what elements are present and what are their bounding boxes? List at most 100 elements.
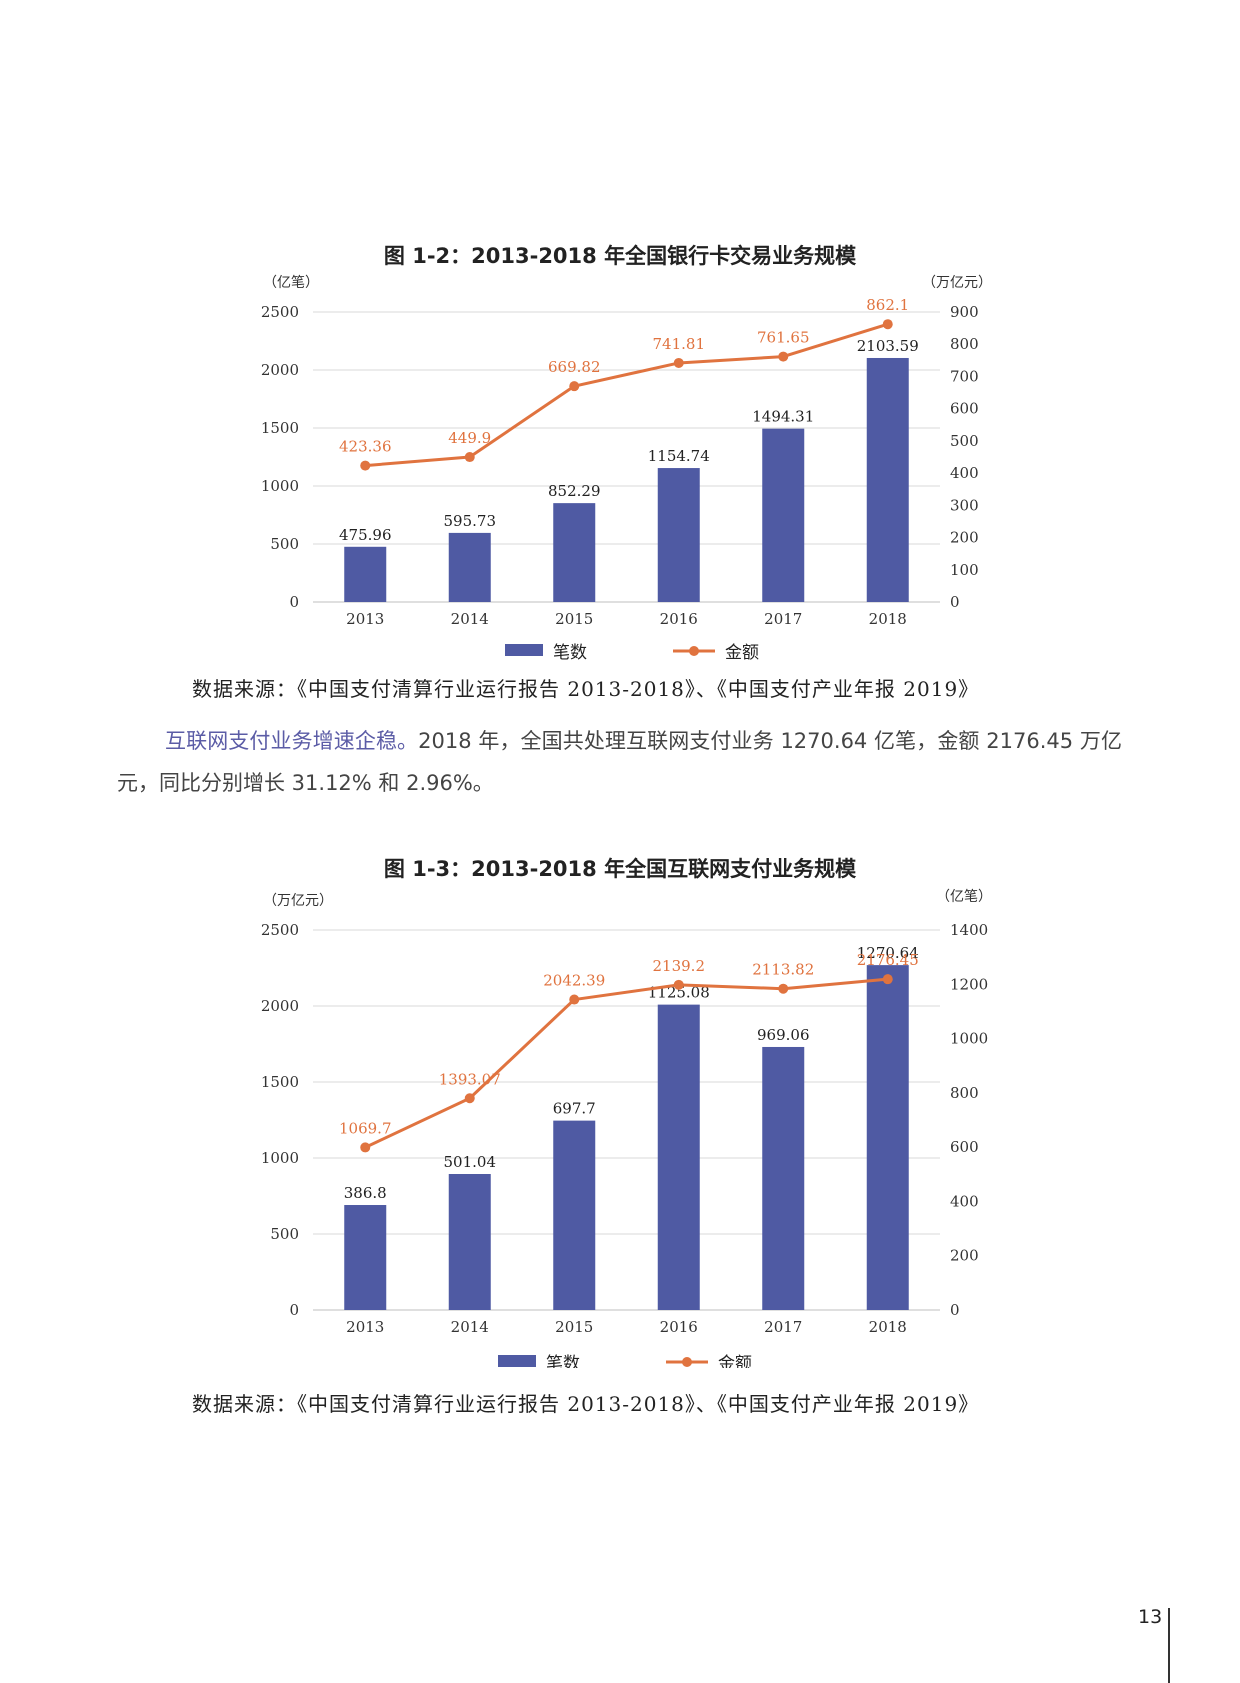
legend-line-marker: [689, 646, 699, 656]
y-left-tick: 2500: [261, 921, 299, 939]
legend-bar-swatch: [498, 1355, 536, 1367]
line-point: [360, 460, 371, 471]
bar: [866, 357, 909, 602]
internet-payment-chart: 0 500 1000 1500 2000 2500 0 200 400 600 800 1000 120…: [261, 889, 992, 1368]
y-left-tick: 1500: [261, 1073, 299, 1091]
page-number: 13: [1138, 1606, 1163, 1628]
x-tick-label: 2018: [869, 610, 907, 628]
bar-data-label: 2103.59: [857, 337, 919, 355]
y-right-tick: 200: [950, 529, 979, 547]
y-right-unit: （万亿元）: [922, 275, 992, 291]
y-left-tick: 1500: [261, 419, 299, 437]
bar-data-label: 595.73: [444, 512, 497, 530]
line-data-label: 2176.45: [857, 951, 919, 969]
line-series: [365, 322, 889, 468]
chart-title: 图 1-3：2013-2018 年全国互联网支付业务规模: [383, 857, 857, 881]
data-source: 数据来源：《中国支付清算行业运行报告 2013-2018》、《中国支付产业年报 …: [192, 677, 980, 701]
line-data-label: 761.65: [757, 329, 810, 347]
line-data-label: 1393.07: [439, 1070, 501, 1088]
bar-data-label: 1270.64: [857, 944, 919, 962]
line-data-label: 423.36: [339, 438, 392, 456]
x-tick-label: 2016: [660, 1318, 698, 1336]
y-right-tick: 700: [950, 367, 979, 385]
line-point: [882, 319, 893, 330]
x-tick-label: 2013: [346, 1318, 384, 1336]
y-right-tick: 500: [950, 432, 979, 450]
data-source: 数据来源：《中国支付清算行业运行报告 2013-2018》、《中国支付产业年报 …: [192, 1392, 980, 1416]
y-right-tick: 0: [950, 1301, 960, 1319]
y-right-tick: 100: [950, 561, 979, 579]
line-data-label: 2113.82: [752, 961, 814, 979]
bar: [657, 1004, 700, 1310]
bar: [448, 532, 491, 602]
line-data-label: 862.1: [866, 296, 909, 314]
legend-bar-swatch: [505, 644, 543, 656]
x-tick-label: 2014: [451, 610, 489, 628]
bar-data-label: 1494.31: [752, 408, 814, 426]
bar-data-label: 475.96: [339, 526, 392, 544]
y-left-tick: 2000: [261, 997, 299, 1015]
line-data-label: 2042.39: [543, 972, 605, 990]
y-left-tick: 1000: [261, 477, 299, 495]
legend-line-label: 金额: [718, 1354, 752, 1368]
line-point: [778, 351, 789, 362]
line-point: [778, 983, 789, 994]
y-right-tick: 200: [950, 1247, 979, 1265]
x-tick-label: 2018: [869, 1318, 907, 1336]
y-right-tick: 600: [950, 400, 979, 418]
line-point: [569, 381, 580, 392]
legend-line-label: 金额: [725, 643, 759, 663]
legend-line-marker: [682, 1357, 692, 1367]
line-point: [569, 994, 580, 1005]
line-data-label: 449.9: [448, 429, 491, 447]
chart-title: 图 1-2：2013-2018 年全国银行卡交易业务规模: [383, 244, 857, 268]
line-data-label: 741.81: [653, 335, 706, 353]
y-left-unit: （亿笔）: [263, 275, 319, 291]
y-right-tick: 800: [950, 1084, 979, 1102]
y-left-tick: 500: [270, 535, 299, 553]
bar: [762, 1046, 805, 1310]
bar: [762, 428, 805, 602]
y-right-tick: 1000: [950, 1030, 988, 1048]
y-right-tick: 400: [950, 1192, 979, 1210]
y-right-tick: 900: [950, 303, 979, 321]
x-tick-label: 2015: [555, 1318, 593, 1336]
line-point: [464, 1093, 475, 1104]
x-tick-label: 2017: [764, 1318, 802, 1336]
y-right-unit: （亿笔）: [936, 889, 992, 905]
bar-data-label: 501.04: [444, 1153, 497, 1171]
x-tick-label: 2015: [555, 610, 593, 628]
x-tick-label: 2014: [451, 1318, 489, 1336]
page-rule: [1168, 1608, 1170, 1683]
y-left-tick: 0: [289, 1301, 299, 1319]
y-right-tick: 1400: [950, 921, 988, 939]
y-right-tick: 300: [950, 496, 979, 514]
bar: [553, 503, 596, 602]
y-left-tick: 500: [270, 1225, 299, 1243]
bar: [657, 468, 700, 602]
paragraph-text: 2018 年，全国共处理互联网支付业务 1270.64 亿笔，金额 2176.4…: [117, 729, 1123, 795]
body-paragraph: 互联网支付业务增速企稳。2018 年，全国共处理互联网支付业务 1270.64 …: [117, 720, 1122, 804]
bar: [344, 1205, 387, 1310]
bank-card-chart: 0 500 1000 1500 2000 2500 0 100 200 300 400 500 600 7…: [261, 275, 992, 663]
bar-data-label: 969.06: [757, 1026, 810, 1044]
y-left-unit: （万亿元）: [263, 893, 333, 909]
x-tick-label: 2017: [764, 610, 802, 628]
y-left-tick: 2500: [261, 303, 299, 321]
bar: [344, 546, 387, 602]
line-data-label: 1069.7: [339, 1119, 392, 1137]
legend-bar-label: 笔数: [553, 643, 587, 663]
line-point: [882, 974, 893, 985]
line-point: [673, 357, 684, 368]
y-left-tick: 0: [289, 593, 299, 611]
line-data-label: 2139.2: [653, 957, 706, 975]
bar: [866, 965, 909, 1310]
line-data-label: 669.82: [548, 358, 601, 376]
y-right-tick: 400: [950, 464, 979, 482]
line-point: [360, 1142, 371, 1153]
line-point: [464, 452, 475, 463]
x-tick-label: 2016: [660, 610, 698, 628]
y-right-tick: 0: [950, 593, 960, 611]
paragraph-highlight: 互联网支付业务增速企稳。: [165, 729, 419, 753]
line-series: [364, 977, 888, 1149]
